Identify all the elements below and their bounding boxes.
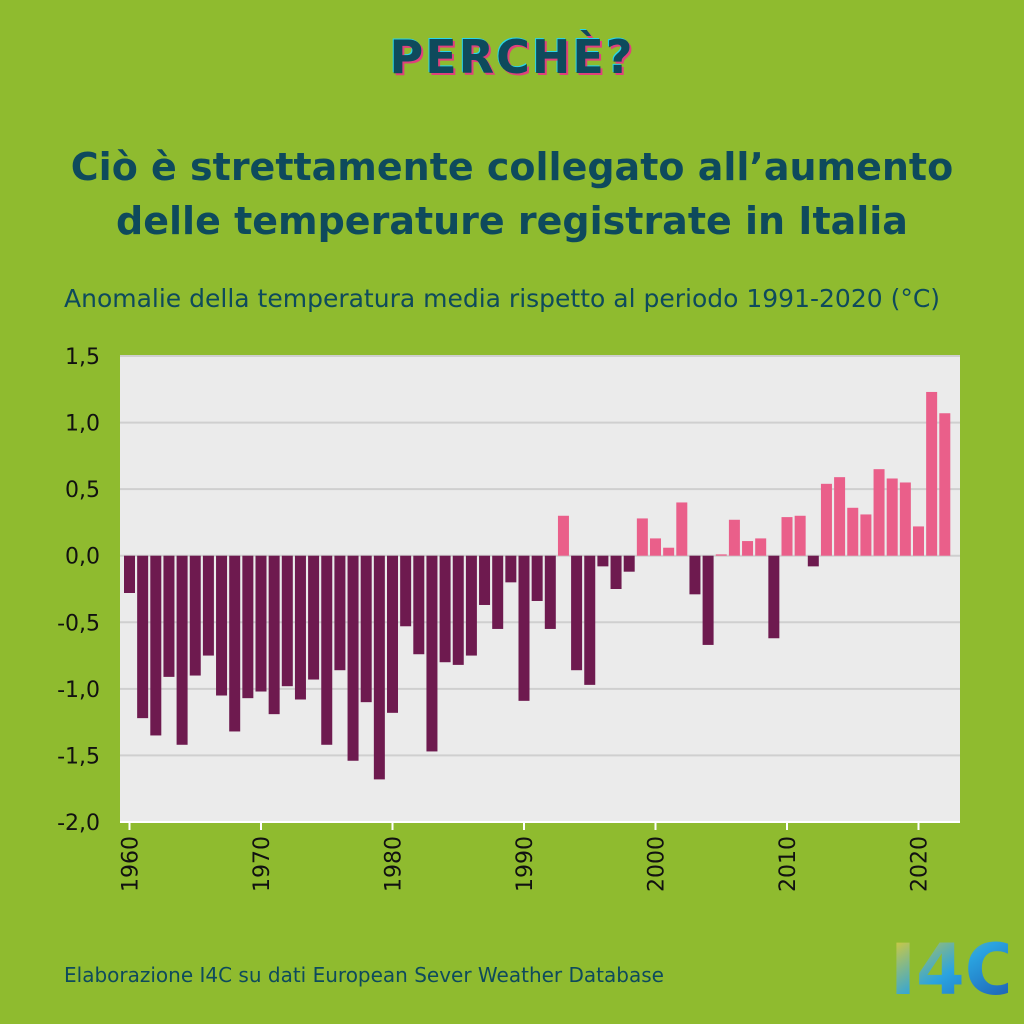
bar-2016 xyxy=(860,514,872,556)
y-tick-label: -0,5 xyxy=(57,611,100,636)
bar-1970 xyxy=(255,555,267,692)
bar-1993 xyxy=(557,515,569,556)
bar-2008 xyxy=(755,538,767,556)
bar-1972 xyxy=(281,555,293,687)
bar-1961 xyxy=(137,555,149,719)
page-title: Ciò è strettamente collegato all’aumento… xyxy=(70,145,954,243)
bar-1999 xyxy=(636,518,648,556)
y-tick-label: 1,5 xyxy=(65,345,100,370)
bar-2012 xyxy=(807,555,819,567)
y-tick-label: 1,0 xyxy=(65,412,100,437)
bar-1976 xyxy=(334,555,346,671)
y-tick-label: -2,0 xyxy=(57,811,100,836)
bar-2020 xyxy=(913,526,924,556)
x-tick-label: 1980 xyxy=(382,836,407,892)
x-tick-label: 1960 xyxy=(119,836,144,892)
bar-1989 xyxy=(505,555,517,583)
bar-1996 xyxy=(597,555,609,567)
bar-2009 xyxy=(768,555,780,639)
x-tick-label: 2000 xyxy=(645,836,670,892)
bar-1963 xyxy=(163,555,175,677)
bar-1969 xyxy=(242,555,254,699)
source-credit: Elaborazione I4C su dati European Sever … xyxy=(64,963,664,987)
bar-1997 xyxy=(610,555,622,589)
bar-1977 xyxy=(347,555,359,761)
bar-2000 xyxy=(650,538,661,556)
bar-1974 xyxy=(308,555,320,680)
bar-1986 xyxy=(465,555,477,656)
bar-1998 xyxy=(623,555,635,572)
bar-2005 xyxy=(715,554,727,556)
bar-2002 xyxy=(676,502,688,556)
y-tick-label: 0,5 xyxy=(65,478,100,503)
bar-1995 xyxy=(584,555,596,685)
bar-1980 xyxy=(387,555,398,713)
bar-2011 xyxy=(794,515,806,556)
bar-1960 xyxy=(124,555,135,593)
chart-title: Anomalie della temperatura media rispett… xyxy=(64,284,941,313)
x-tick-label: 2010 xyxy=(776,836,801,892)
bar-1978 xyxy=(360,555,372,703)
bar-2022 xyxy=(939,413,951,556)
headline-kicker: PERCHÈ? xyxy=(389,30,635,84)
i4c-logo: I4C xyxy=(890,929,1008,1008)
bar-1973 xyxy=(294,555,306,700)
bar-1994 xyxy=(571,555,583,671)
bar-1987 xyxy=(479,555,491,605)
x-tick-label: 1970 xyxy=(250,836,275,892)
bar-2018 xyxy=(886,478,898,556)
y-tick-label: 0,0 xyxy=(65,545,100,570)
bar-1975 xyxy=(321,555,333,745)
logo-text: I4C xyxy=(890,929,1008,1008)
bar-2019 xyxy=(899,482,911,556)
bar-1981 xyxy=(400,555,412,627)
bar-1983 xyxy=(426,555,438,752)
bar-1990 xyxy=(518,555,530,701)
bar-1988 xyxy=(492,555,504,629)
bar-1979 xyxy=(373,555,385,780)
bar-1967 xyxy=(216,555,228,696)
bar-1984 xyxy=(439,555,451,663)
bar-1992 xyxy=(544,555,556,629)
bar-1962 xyxy=(150,555,162,736)
bar-1965 xyxy=(189,555,201,676)
bar-1968 xyxy=(229,555,241,732)
bar-2013 xyxy=(820,483,832,556)
y-tick-label: -1,5 xyxy=(57,744,100,769)
bar-1971 xyxy=(268,555,280,715)
bar-2004 xyxy=(702,555,714,645)
y-tick-label: -1,0 xyxy=(57,678,100,703)
bar-2021 xyxy=(926,391,938,556)
x-tick-label: 2020 xyxy=(908,836,933,892)
bar-1991 xyxy=(531,555,543,601)
bar-2017 xyxy=(873,469,885,556)
bar-2001 xyxy=(663,547,675,556)
bar-2007 xyxy=(742,541,754,556)
bar-2015 xyxy=(847,507,859,556)
bar-1985 xyxy=(452,555,464,665)
bar-2003 xyxy=(689,555,701,595)
bar-2010 xyxy=(781,517,793,556)
bar-2014 xyxy=(834,477,846,556)
bar-1966 xyxy=(202,555,214,656)
bar-2006 xyxy=(728,519,740,556)
x-tick-label: 1990 xyxy=(513,836,538,892)
bar-1982 xyxy=(413,555,425,655)
bar-1964 xyxy=(176,555,188,745)
